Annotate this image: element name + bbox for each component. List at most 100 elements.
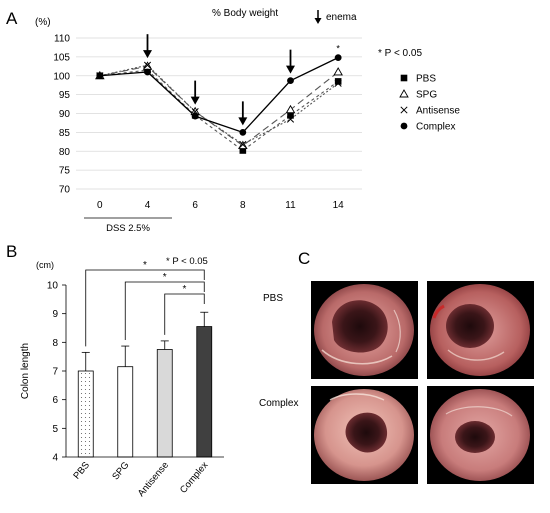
panel-b-y-label: Colon length	[20, 343, 31, 399]
endoscopy-row-label-complex: Complex	[259, 398, 298, 409]
x-tick-label-14: 14	[333, 200, 345, 211]
panel-a-markers	[95, 54, 343, 154]
y-tick-label-75: 75	[59, 166, 71, 177]
comparison-line-pbs	[85, 269, 205, 347]
enema-arrow-day-11	[286, 49, 295, 74]
y-tick-label-110: 110	[54, 34, 70, 45]
panel-a-enema-arrows	[143, 34, 295, 126]
panel-b-comparison-brackets: * * *	[85, 260, 205, 347]
b-y-tick-label-6: 6	[52, 395, 58, 406]
panel-b-significance-note: * P < 0.05	[166, 256, 208, 267]
b-y-tick-label-7: 7	[52, 367, 58, 378]
bar-complex	[196, 326, 213, 458]
b-x-tick-label-spg: SPG	[110, 460, 131, 482]
marker-antisense-4	[143, 61, 152, 69]
marker-antisense-4-stroke-b	[143, 61, 152, 69]
significance-mark-day-11: *	[289, 67, 293, 77]
endoscopy-image-pbs-1	[311, 281, 418, 379]
marker-complex-4	[144, 68, 151, 76]
panel-a: A (%) % Body weight enema * P < 0.05 70 7…	[6, 8, 460, 234]
panel-b-y-ticks: 4 5 6 7 8 9 10	[47, 281, 66, 464]
legend-marker-antisense-stroke-b	[400, 106, 408, 114]
bar-spg	[117, 366, 134, 458]
panel-b-y-unit: (cm)	[36, 260, 54, 270]
y-tick-label-85: 85	[59, 128, 71, 139]
y-tick-label-105: 105	[53, 52, 70, 63]
comparison-star-antisense: *	[183, 284, 187, 295]
enema-arrow-icon-11	[286, 65, 295, 74]
enema-arrow-icon-4	[143, 50, 152, 59]
legend-marker-antisense	[400, 106, 408, 114]
panel-a-x-ticks: 0 4 6 8 11 14	[97, 200, 344, 211]
enema-arrow-day-8	[238, 101, 248, 126]
dss-bracket: DSS 2.5%	[84, 217, 172, 234]
panel-a-letter: A	[6, 9, 18, 28]
y-tick-label-70: 70	[59, 185, 71, 196]
panel-a-series-lines	[99, 57, 339, 152]
b-y-tick-label-9: 9	[52, 309, 58, 320]
marker-complex-11	[287, 77, 294, 85]
marker-antisense-11-stroke-b	[286, 115, 295, 123]
series-line-pbs	[99, 69, 339, 152]
panel-b-letter: B	[6, 242, 17, 261]
panel-c: C PBS Complex	[259, 249, 534, 484]
b-y-tick-label-4: 4	[52, 453, 58, 464]
panel-c-letter: C	[298, 249, 310, 268]
series-line-antisense	[99, 64, 339, 146]
panel-a-legend: PBS SPG Antisense Complex	[399, 74, 460, 133]
enema-arrow-day-4	[143, 34, 152, 59]
comparison-line-antisense	[164, 293, 205, 335]
marker-complex-6	[191, 112, 199, 120]
marker-antisense-8-stroke-b	[239, 140, 247, 149]
series-line-spg	[99, 65, 339, 147]
b-y-tick-label-8: 8	[52, 338, 58, 349]
endoscopy-image-complex-1	[311, 386, 418, 484]
marker-complex-8	[239, 128, 247, 136]
x-tick-label-8: 8	[240, 200, 246, 211]
panel-a-y-ticks: 70 75 80 85 90 95 100 105 110	[53, 34, 70, 196]
legend-marker-pbs	[400, 74, 408, 82]
marker-antisense-11	[286, 115, 295, 123]
b-x-tick-label-complex: Complex	[178, 460, 211, 496]
legend-marker-complex	[400, 122, 408, 130]
marker-complex-14	[334, 54, 342, 62]
b-y-tick-label-5: 5	[52, 424, 58, 435]
significance-mark-day-14: *	[336, 44, 340, 54]
marker-antisense-14	[334, 79, 342, 87]
y-tick-label-80: 80	[59, 147, 71, 158]
marker-antisense-8	[239, 140, 247, 149]
legend-label-spg: SPG	[416, 90, 437, 101]
enema-legend: enema	[314, 10, 357, 24]
x-tick-label-4: 4	[145, 200, 151, 211]
endoscopy-row-label-pbs: PBS	[263, 293, 283, 304]
marker-antisense-14-stroke-b	[334, 79, 342, 87]
x-tick-label-11: 11	[285, 200, 296, 211]
marker-spg-14	[333, 67, 343, 76]
enema-legend-label: enema	[326, 12, 357, 23]
endoscopy-image-complex-2	[427, 386, 534, 484]
b-x-tick-label-pbs: PBS	[71, 460, 92, 482]
y-tick-label-95: 95	[59, 90, 71, 101]
enema-arrow-icon-8	[238, 117, 248, 126]
enema-arrow-icon-6	[190, 96, 200, 105]
comparison-star-pbs: *	[143, 260, 147, 271]
comparison-bracket-antisense: *	[164, 284, 205, 335]
legend-label-pbs: PBS	[416, 74, 436, 85]
marker-pbs-8	[239, 147, 247, 154]
panel-a-title: % Body weight	[212, 8, 278, 19]
b-x-tick-label-antisense: Antisense	[136, 460, 171, 499]
panel-b: B (cm) * P < 0.05 Colon length 45678910 …	[6, 242, 224, 499]
dss-label: DSS 2.5%	[106, 223, 150, 234]
b-y-tick-label-10: 10	[47, 281, 59, 292]
panel-a-significance-marks: **	[289, 44, 341, 77]
endoscopy-image-pbs-2	[427, 281, 534, 379]
series-line-complex	[99, 57, 339, 134]
comparison-star-spg: *	[163, 272, 167, 283]
panel-a-significance-note: * P < 0.05	[378, 48, 422, 59]
marker-pbs-11	[287, 112, 294, 119]
x-tick-label-6: 6	[192, 200, 198, 211]
panel-b-error-bars	[81, 311, 209, 371]
y-tick-label-90: 90	[59, 109, 71, 120]
panel-a-y-unit: (%)	[35, 17, 51, 28]
marker-complex-0	[96, 72, 104, 80]
